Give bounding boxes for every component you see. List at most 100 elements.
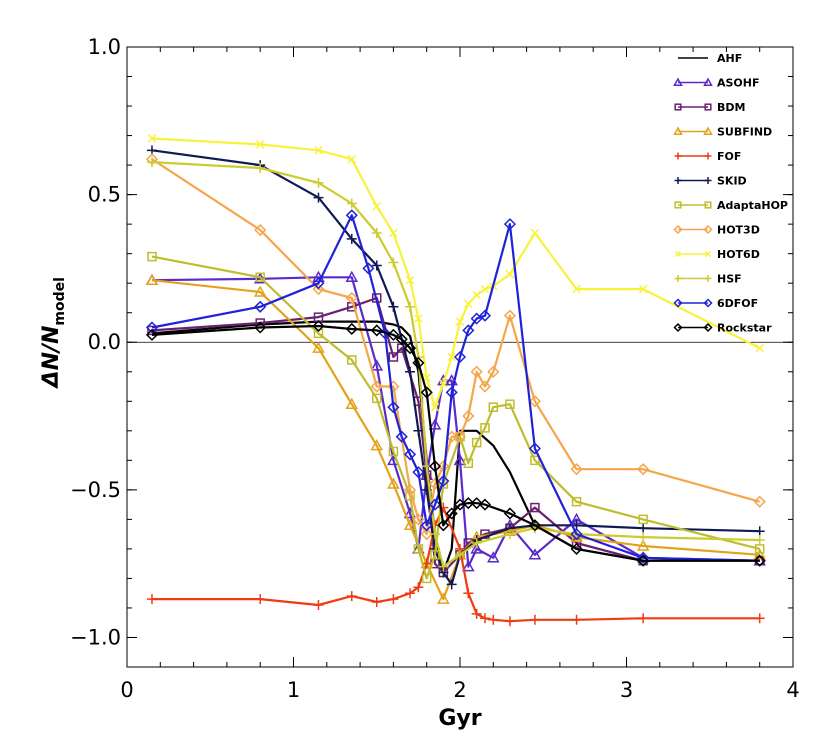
- data-point-subfind: [437, 592, 450, 604]
- legend-item-rockstar: Rockstar: [673, 322, 772, 335]
- data-point-hot6d: [447, 352, 456, 362]
- legend-label: SUBFIND: [717, 126, 772, 139]
- data-point-asohf: [453, 453, 467, 466]
- data-point-rockstar: [387, 328, 400, 341]
- data-point-fof: [388, 594, 399, 605]
- legend-marker: [673, 322, 683, 333]
- data-point-6dfof: [445, 386, 458, 399]
- data-point-fof: [504, 616, 515, 627]
- data-point-hot6d: [414, 314, 423, 323]
- data-point-adaptahop: [571, 496, 582, 507]
- legend-item-asohf: ASOHF: [673, 77, 760, 90]
- x-tick-label: 4: [786, 678, 799, 702]
- legend-marker: [673, 298, 683, 308]
- data-point-subfind: [312, 341, 325, 353]
- data-point-fof: [146, 594, 157, 605]
- legend-marker: [674, 152, 682, 160]
- data-point-hot6d: [480, 284, 490, 294]
- data-point-hot3d: [345, 291, 358, 305]
- legend-marker: [703, 224, 713, 235]
- data-point-hot6d: [314, 146, 323, 155]
- series-hot6d: [147, 134, 764, 412]
- data-point-fof: [638, 613, 649, 624]
- data-point-6dfof: [312, 277, 325, 290]
- data-point-adaptahop: [313, 328, 324, 339]
- data-point-6dfof: [362, 262, 375, 275]
- data-point-rockstar: [637, 554, 650, 567]
- legend-marker: [703, 77, 713, 87]
- data-point-hot3d: [254, 223, 267, 237]
- data-point-subfind: [370, 439, 384, 451]
- data-point-asohf: [428, 418, 442, 430]
- data-point-6dfof: [453, 350, 467, 364]
- data-point-hsf: [388, 257, 399, 268]
- legend-marker: [674, 275, 682, 282]
- legend-marker: [674, 177, 682, 184]
- data-point-rockstar: [254, 321, 267, 334]
- data-point-hsf: [371, 228, 382, 238]
- data-point-fof: [529, 614, 540, 625]
- data-point-rockstar: [412, 356, 425, 369]
- data-point-fof: [479, 613, 490, 624]
- data-point-rockstar: [420, 386, 433, 399]
- legend-item-hot3d: HOT3D: [673, 224, 760, 237]
- y-tick-label: −1.0: [70, 625, 121, 649]
- legend-marker: [703, 298, 713, 308]
- data-point-subfind: [253, 285, 267, 297]
- legend-marker: [674, 250, 682, 258]
- y-tick-label: 0.0: [88, 330, 121, 354]
- data-point-6dfof: [145, 321, 159, 334]
- series-line-6dfof: [151, 214, 760, 562]
- data-point-fof: [754, 613, 765, 624]
- data-point-skid: [754, 526, 765, 537]
- data-point-fof: [463, 588, 474, 599]
- y-axis-title-sub: model: [52, 277, 68, 326]
- data-point-6dfof: [470, 312, 483, 325]
- legend-label: HSF: [717, 273, 742, 286]
- data-point-adaptahop: [471, 437, 482, 448]
- legend-marker: [674, 201, 682, 209]
- data-point-hot3d: [487, 365, 500, 378]
- data-point-adaptahop: [480, 423, 490, 433]
- data-point-hot3d: [570, 463, 583, 476]
- data-point-hsf: [471, 538, 482, 548]
- data-point-rockstar: [145, 328, 159, 341]
- data-point-6dfof: [437, 474, 450, 488]
- data-point-6dfof: [637, 551, 650, 564]
- data-point-skid: [388, 301, 399, 312]
- data-point-6dfof: [503, 218, 517, 231]
- data-point-fof: [255, 594, 266, 605]
- legend-item-subfind: SUBFIND: [673, 126, 772, 139]
- data-point-hsf: [438, 561, 449, 572]
- data-point-fof: [571, 614, 582, 625]
- data-point-asohf: [370, 359, 384, 371]
- data-point-skid: [371, 260, 382, 271]
- data-point-asohf: [470, 542, 483, 554]
- data-point-adaptahop: [255, 272, 265, 283]
- data-point-subfind: [636, 539, 650, 551]
- data-point-hsf: [146, 157, 157, 168]
- data-point-hot6d: [638, 284, 648, 294]
- data-point-hot6d: [255, 140, 265, 149]
- legend-marker: [704, 103, 712, 111]
- data-point-fof: [346, 591, 357, 602]
- legend-marker: [704, 250, 712, 258]
- data-point-6dfof: [478, 309, 492, 322]
- legend-marker: [673, 77, 683, 87]
- data-point-hot6d: [372, 202, 382, 211]
- data-point-asohf: [528, 548, 542, 560]
- data-point-adaptahop: [488, 402, 499, 412]
- data-point-adaptahop: [505, 399, 515, 409]
- data-point-6dfof: [570, 528, 583, 541]
- series-fof: [146, 502, 765, 627]
- data-point-6dfof: [395, 430, 408, 443]
- legend-marker: [704, 177, 712, 184]
- data-point-hot3d: [420, 528, 433, 541]
- legend-marker: [703, 126, 713, 136]
- legend-marker: [704, 275, 712, 282]
- data-point-subfind: [345, 397, 359, 409]
- x-tick-label: 1: [287, 678, 300, 702]
- legend-marker: [704, 152, 712, 160]
- legend-item-ahf: AHF: [678, 52, 742, 65]
